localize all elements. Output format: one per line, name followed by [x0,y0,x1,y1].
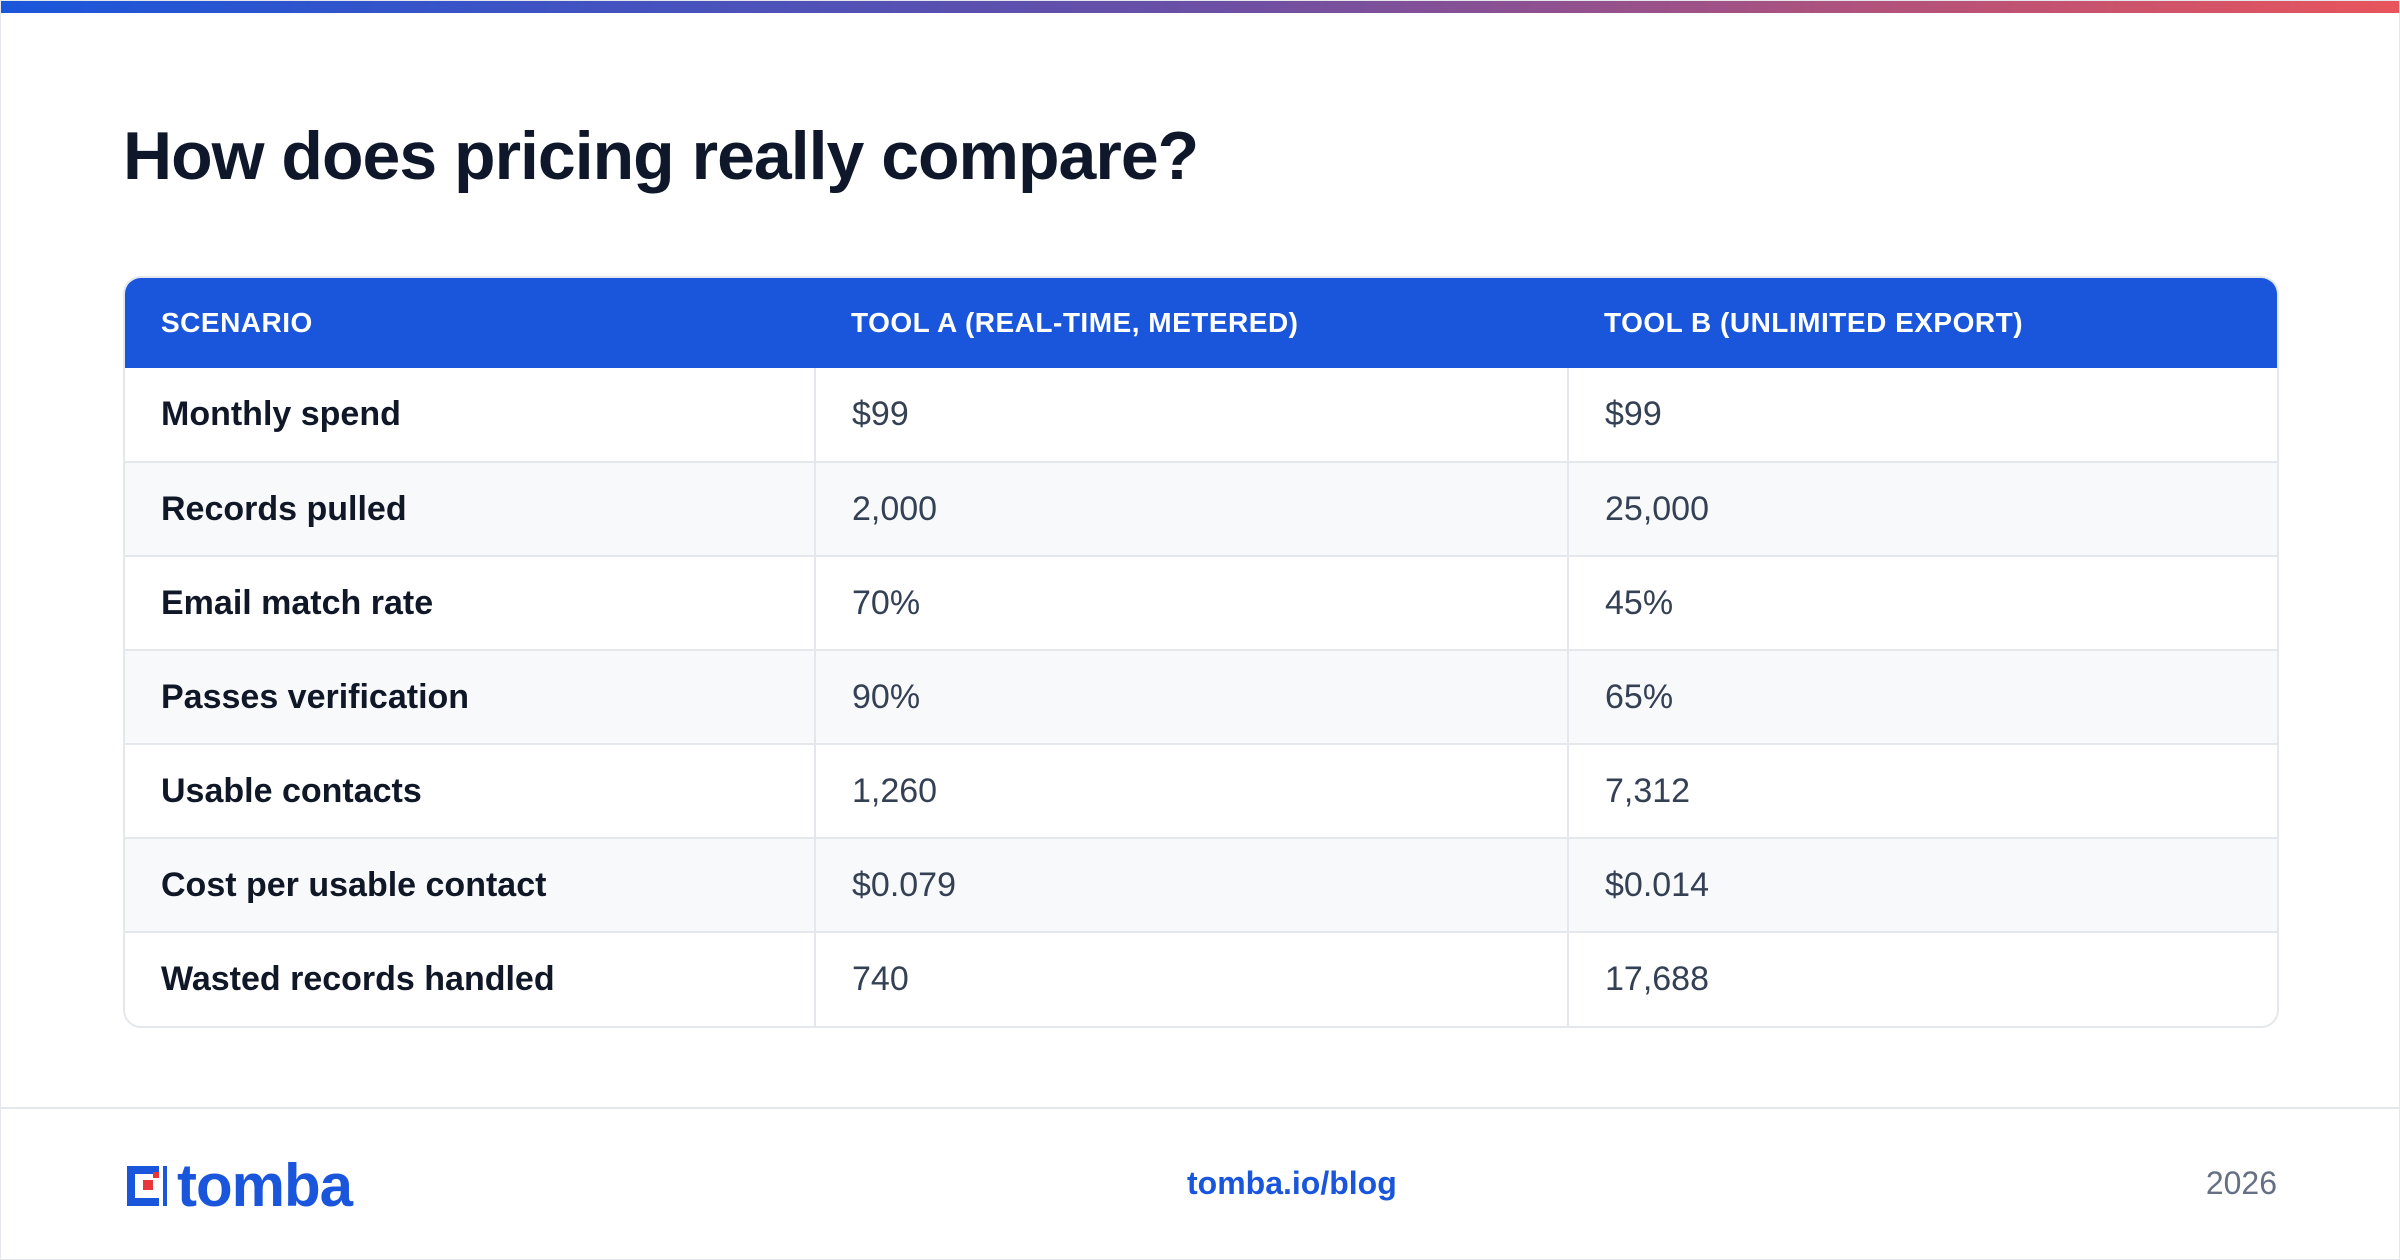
table-row: Passes verification 90% 65% [125,649,2277,744]
tool-b-value: 7,312 [1567,743,2277,838]
tool-a-value: 2,000 [814,461,1568,556]
tool-b-value: 45% [1567,555,2277,650]
tool-a-value: 70% [814,555,1568,650]
row-label: Records pulled [125,461,815,556]
table-header-row: SCENARIO TOOL A (REAL-TIME, METERED) TOO… [125,278,2277,368]
tool-a-value: 1,260 [814,743,1568,838]
tool-b-value: $0.014 [1567,837,2277,932]
table-row: Usable contacts 1,260 7,312 [125,743,2277,838]
tool-b-value: 25,000 [1567,461,2277,556]
top-gradient-bar [1,1,2399,13]
row-label: Monthly spend [161,395,401,433]
row-label: Wasted records handled [125,931,815,1026]
tool-b-value: 17,688 [1567,931,2277,1026]
header-tool-b: TOOL B (UNLIMITED EXPORT) [1604,307,2024,338]
tool-a-value: $0.079 [814,837,1568,932]
table-row: Email match rate 70% 45% [125,555,2277,650]
footer-year: 2026 [2205,1165,2277,1201]
row-label: Passes verification [125,649,815,744]
tool-b-value: 65% [1567,649,2277,744]
footer-divider [1,1107,2399,1109]
table-row: Cost per usable contact $0.079 $0.014 [125,837,2277,932]
comparison-table: SCENARIO TOOL A (REAL-TIME, METERED) TOO… [123,276,2279,1028]
tool-b-value: $99 [1567,368,2277,462]
blog-link[interactable]: tomba.io/blog [1187,1165,1397,1201]
tool-a-value: 90% [814,649,1568,744]
tomba-logo-mark-icon [127,1166,167,1206]
tomba-logo-text: tomba [177,1152,353,1219]
row-label: Usable contacts [125,743,815,838]
table-row: Records pulled 2,000 25,000 [125,461,2277,556]
table-row: Monthly spend $99 $99 [125,368,2277,462]
header-tool-a: TOOL A (REAL-TIME, METERED) [851,307,1299,338]
header-scenario: SCENARIO [161,307,313,338]
table-row: Wasted records handled 740 17,688 [125,931,2277,1026]
tomba-logo: tomba [123,1152,353,1219]
page-title: How does pricing really compare? [123,118,1199,194]
row-label: Cost per usable contact [125,837,815,932]
row-label: Email match rate [125,555,815,650]
tool-a-value: $99 [814,368,1568,462]
tool-a-value: 740 [814,931,1568,1026]
